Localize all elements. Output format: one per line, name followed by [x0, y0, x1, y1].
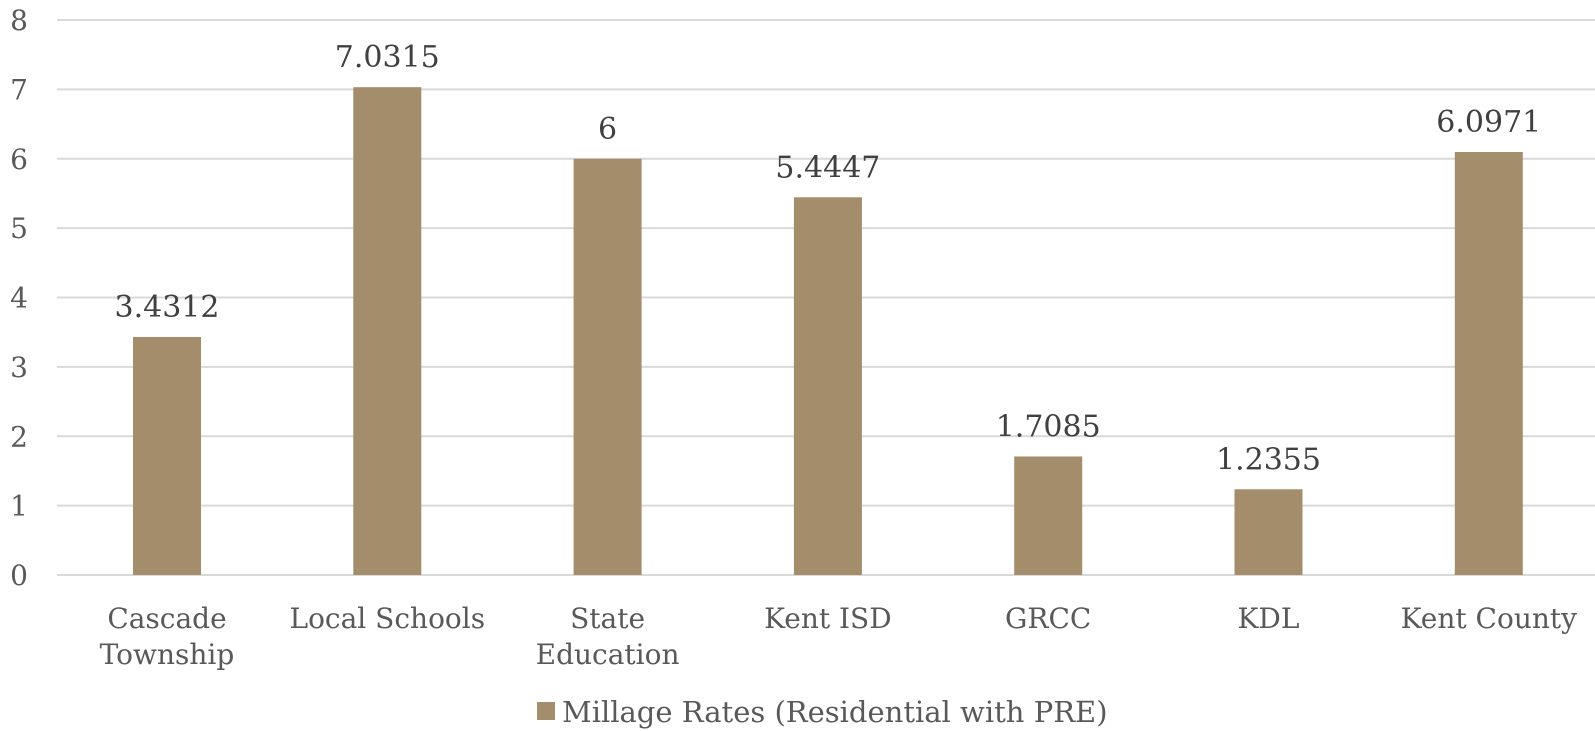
bar: [793, 197, 862, 576]
bar: [133, 336, 201, 575]
data-label: 6.0971: [1436, 105, 1541, 140]
y-tick-label: 3: [10, 351, 28, 384]
data-labels: 3.4312 7.0315 6 5.4447 1.7085 1.2355 6.0971: [115, 40, 1542, 477]
bar: [1454, 152, 1523, 576]
y-tick-label: 2: [10, 420, 28, 453]
y-tick-label: 8: [10, 4, 28, 37]
y-tick-label: 7: [10, 73, 28, 106]
x-category-label: Cascade Township: [100, 602, 235, 671]
x-category-label: Kent County: [1401, 602, 1578, 635]
y-axis-ticks: 0 1 2 3 4 5 6 7 8: [10, 4, 28, 592]
x-category-label: Kent ISD: [764, 602, 892, 635]
y-tick-label: 0: [10, 559, 28, 592]
x-category-label: KDL: [1238, 602, 1300, 635]
x-category-label: State Education: [536, 602, 680, 671]
y-tick-label: 1: [10, 490, 28, 523]
bar: [1234, 489, 1303, 575]
data-label: 7.0315: [335, 40, 440, 75]
legend-swatch: [537, 702, 555, 720]
data-label: 1.2355: [1216, 442, 1321, 477]
data-label: 6: [598, 112, 617, 147]
x-axis-categories: Cascade Township Local Schools State Educati…: [100, 602, 1577, 671]
legend-label: Millage Rates (Residential with PRE): [562, 695, 1108, 729]
bars: [133, 87, 1523, 576]
x-category-label: GRCC: [1005, 602, 1091, 635]
data-label: 1.7085: [996, 409, 1101, 444]
data-label: 5.4447: [775, 150, 880, 185]
y-tick-label: 5: [10, 212, 28, 245]
data-label: 3.4312: [115, 290, 220, 325]
bar: [1014, 456, 1083, 575]
x-category-label: Local Schools: [289, 602, 485, 635]
legend: Millage Rates (Residential with PRE): [537, 695, 1108, 729]
bar: [353, 87, 422, 575]
y-tick-label: 4: [10, 282, 28, 315]
y-tick-label: 6: [10, 143, 28, 176]
bar: [573, 158, 642, 575]
